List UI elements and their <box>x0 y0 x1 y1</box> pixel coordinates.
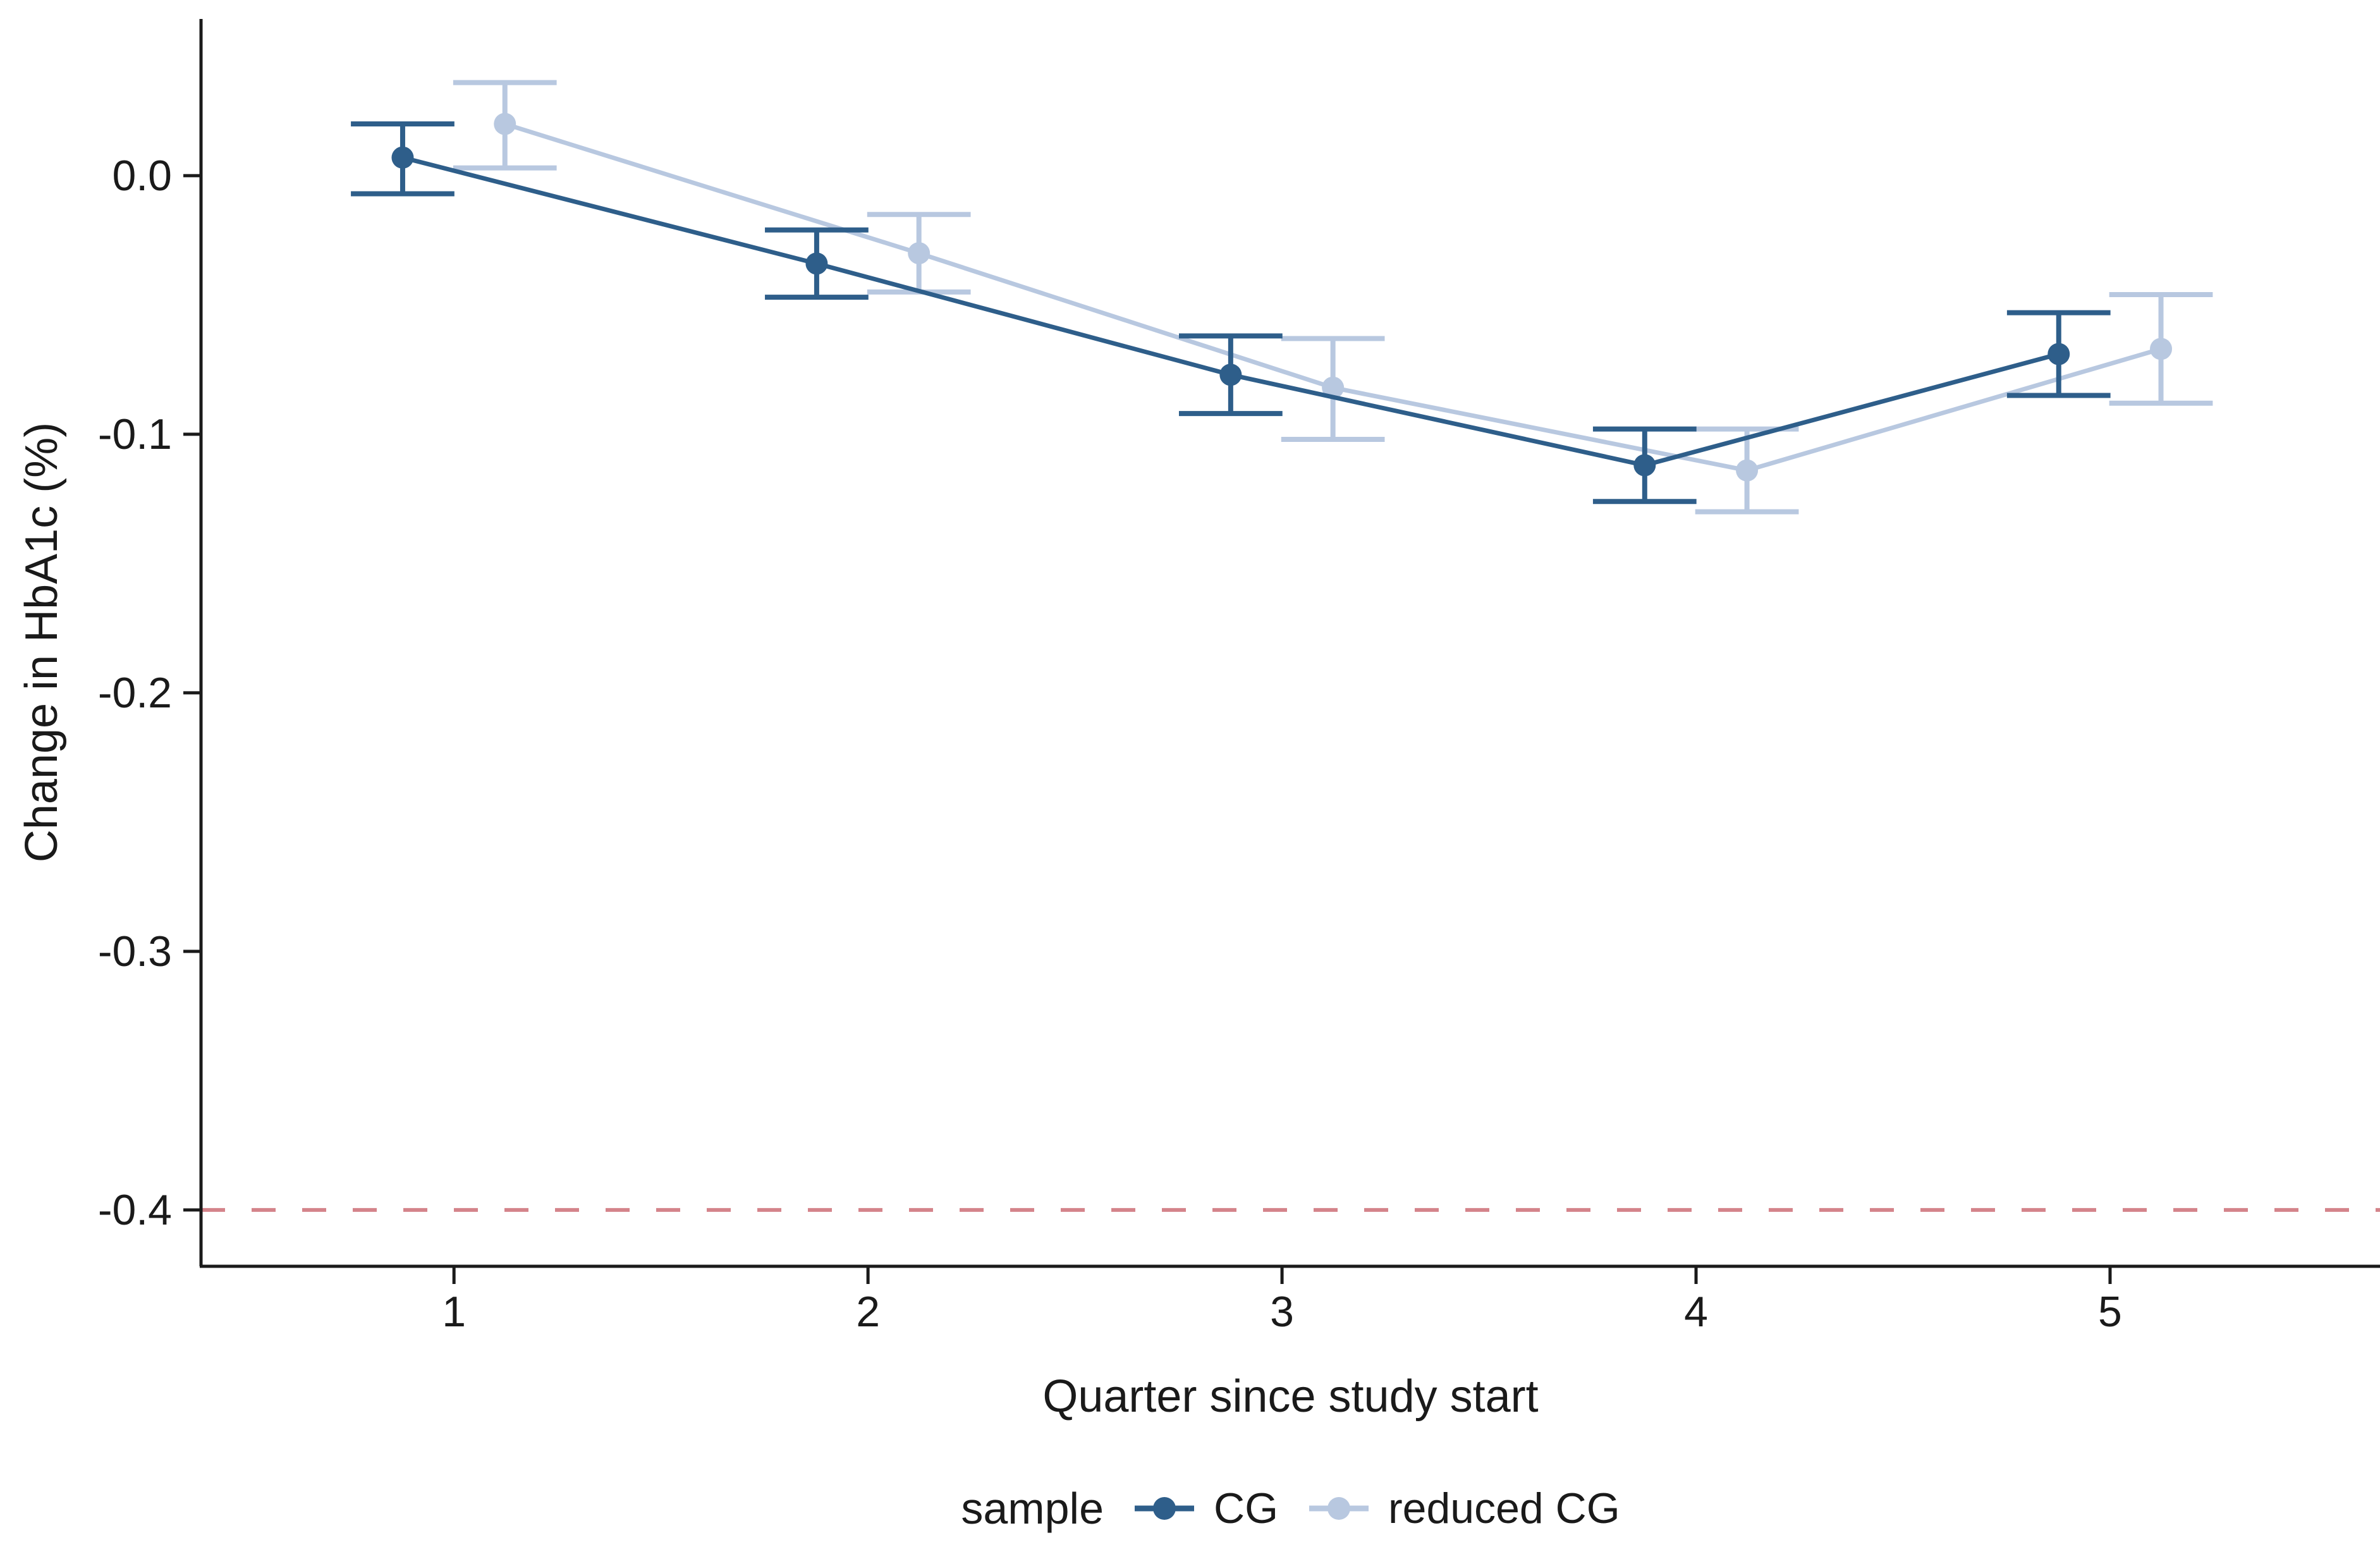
legend-label-reduced-cg: reduced CG <box>1388 1484 1620 1532</box>
legend-label-cg: CG <box>1214 1484 1278 1532</box>
x-tick-label: 3 <box>1270 1288 1294 1336</box>
series-cg <box>351 121 2111 504</box>
legend-item-cg: CG <box>1133 1484 1278 1533</box>
data-point <box>1633 454 1656 477</box>
x-tick-label: 4 <box>1684 1288 1708 1336</box>
legend-item-reduced-cg: reduced CG <box>1307 1484 1620 1533</box>
x-axis-title-row: Quarter since study start <box>201 1371 2380 1422</box>
y-tick-label: -0.1 <box>98 410 172 458</box>
series-line-cg <box>402 155 2060 468</box>
data-point <box>1322 376 1345 399</box>
y-axis-title: Change in HbA1c (%) <box>16 422 67 863</box>
data-point <box>391 146 414 169</box>
y-tick-label: 0.0 <box>112 152 172 200</box>
legend: sample CG reduced CG <box>201 1483 2380 1534</box>
data-point <box>1219 364 1242 386</box>
y-tick-label: -0.2 <box>98 669 172 717</box>
x-tick-label: 1 <box>442 1288 466 1336</box>
series-layer <box>351 80 2213 515</box>
data-point <box>2150 338 2173 360</box>
legend-title: sample <box>961 1484 1104 1533</box>
data-point <box>805 252 828 275</box>
data-point <box>494 113 516 135</box>
axes-layer: 0.0 -0.1 -0.2 -0.3 -0.4 1 2 3 4 5 <box>98 19 2380 1336</box>
data-point <box>2047 343 2070 365</box>
legend-key-cg-icon <box>1135 1497 1194 1520</box>
data-point <box>1736 459 1759 482</box>
x-tick-label: 5 <box>2098 1288 2122 1336</box>
legend-key-reduced-cg-icon <box>1309 1497 1369 1520</box>
series-reduced-cg <box>453 80 2213 515</box>
y-tick-label: -0.3 <box>98 927 172 975</box>
data-point <box>908 242 931 265</box>
x-axis-title: Quarter since study start <box>1042 1371 1539 1422</box>
x-tick-label: 2 <box>856 1288 880 1336</box>
y-tick-label: -0.4 <box>98 1186 172 1234</box>
